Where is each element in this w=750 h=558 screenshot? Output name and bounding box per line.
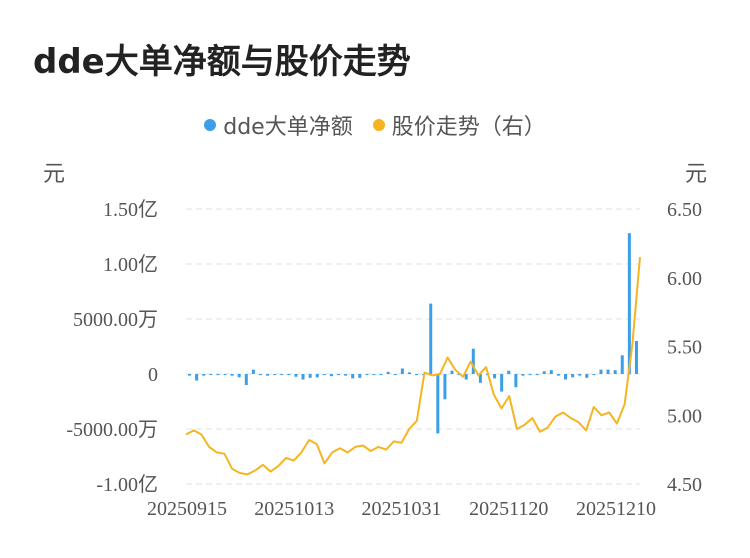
dde-bar	[294, 374, 298, 377]
x-tick-label: 20251120	[469, 498, 548, 520]
dde-bar	[195, 374, 199, 381]
dde-bar	[627, 233, 631, 374]
legend-item-price[interactable]: 股价走势（右）	[372, 109, 546, 141]
legend-dot-price	[372, 119, 385, 131]
legend: dde大单净额 股价走势（右）	[0, 110, 750, 140]
dde-bar	[358, 374, 362, 378]
y-left-tick-label: -5000.00万	[66, 419, 158, 441]
dde-bar	[493, 374, 497, 379]
dde-bar	[542, 371, 546, 374]
dde-bar	[386, 371, 390, 374]
y-right-tick-label: 5.50	[667, 337, 702, 359]
dde-bar	[287, 374, 291, 376]
dde-bar	[571, 374, 575, 378]
dde-bar	[329, 374, 333, 377]
dde-bar	[216, 374, 220, 376]
dde-bar	[251, 369, 255, 374]
dde-bar	[365, 374, 369, 376]
dde-bar	[273, 374, 277, 376]
dde-bar	[344, 374, 348, 376]
dde-bar	[592, 374, 596, 376]
dde-bar	[585, 374, 589, 378]
y-right-tick-label: 6.00	[667, 268, 702, 290]
dde-bar	[237, 374, 241, 378]
dde-bar	[564, 374, 568, 380]
dde-bar	[634, 341, 638, 374]
left-axis-unit: 元	[43, 162, 66, 187]
dde-bar	[209, 374, 213, 376]
dde-bar	[478, 374, 482, 383]
dde-bar	[443, 374, 447, 400]
y-right-tick-label: 6.50	[667, 199, 702, 221]
dde-bar	[464, 374, 468, 380]
dde-bar	[280, 374, 284, 376]
dde-bar	[514, 374, 518, 388]
dde-bar	[613, 370, 617, 374]
y-right-tick-label: 5.00	[667, 405, 702, 427]
dde-bar	[521, 374, 525, 376]
dde-bar	[266, 374, 270, 376]
right-axis-unit: 元	[685, 162, 708, 187]
dde-bar	[202, 374, 206, 376]
dde-bar	[429, 303, 433, 374]
dde-bar	[322, 374, 326, 376]
dde-bar	[244, 374, 248, 385]
x-tick-label: 20250915	[147, 498, 227, 520]
dde-bar	[230, 374, 234, 376]
y-right-tick-label: 4.50	[667, 474, 702, 496]
y-left-tick-label: 1.00亿	[103, 253, 158, 276]
dde-bar	[407, 372, 411, 374]
dde-bar	[436, 374, 440, 434]
legend-label-dde: dde大单净额	[223, 115, 353, 140]
legend-dot-dde	[204, 119, 217, 131]
x-tick-label: 20251013	[254, 498, 334, 520]
dde-bar	[415, 374, 419, 376]
dde-bar	[556, 374, 560, 376]
dde-bar	[188, 374, 192, 376]
dde-bar	[549, 370, 553, 374]
dde-bar	[471, 348, 475, 374]
dde-bar	[315, 374, 319, 378]
x-tick-label: 20251031	[362, 498, 442, 520]
legend-item-dde[interactable]: dde大单净额	[204, 109, 353, 141]
dde-bar	[450, 370, 454, 374]
dde-bar	[308, 374, 312, 378]
dde-bar	[606, 369, 610, 374]
y-left-tick-label: 5000.00万	[73, 309, 158, 331]
dde-bar	[507, 370, 511, 374]
dde-bar	[528, 374, 532, 376]
dde-bar	[535, 374, 539, 376]
dde-bar	[599, 369, 603, 374]
chart-title: dde大单净额与股价走势	[33, 42, 411, 82]
legend-label-price: 股价走势（右）	[391, 115, 546, 140]
x-tick-label: 20251210	[576, 498, 656, 520]
dde-bar	[301, 374, 305, 380]
dde-bar	[400, 368, 404, 374]
dde-bar	[500, 374, 504, 392]
dde-bar	[372, 374, 376, 376]
dde-bar	[393, 374, 397, 376]
dde-bar	[337, 374, 341, 376]
dde-bar	[578, 374, 582, 376]
y-left-tick-label: 1.50亿	[103, 198, 158, 221]
y-left-tick-label: -1.00亿	[96, 473, 158, 496]
dde-bar	[223, 374, 227, 376]
dde-bar	[258, 374, 262, 376]
dde-bar	[351, 374, 355, 379]
dde-bar	[620, 355, 624, 374]
price-line	[185, 257, 641, 476]
dde-bar	[379, 374, 383, 376]
y-left-tick-label: 0	[148, 364, 158, 386]
